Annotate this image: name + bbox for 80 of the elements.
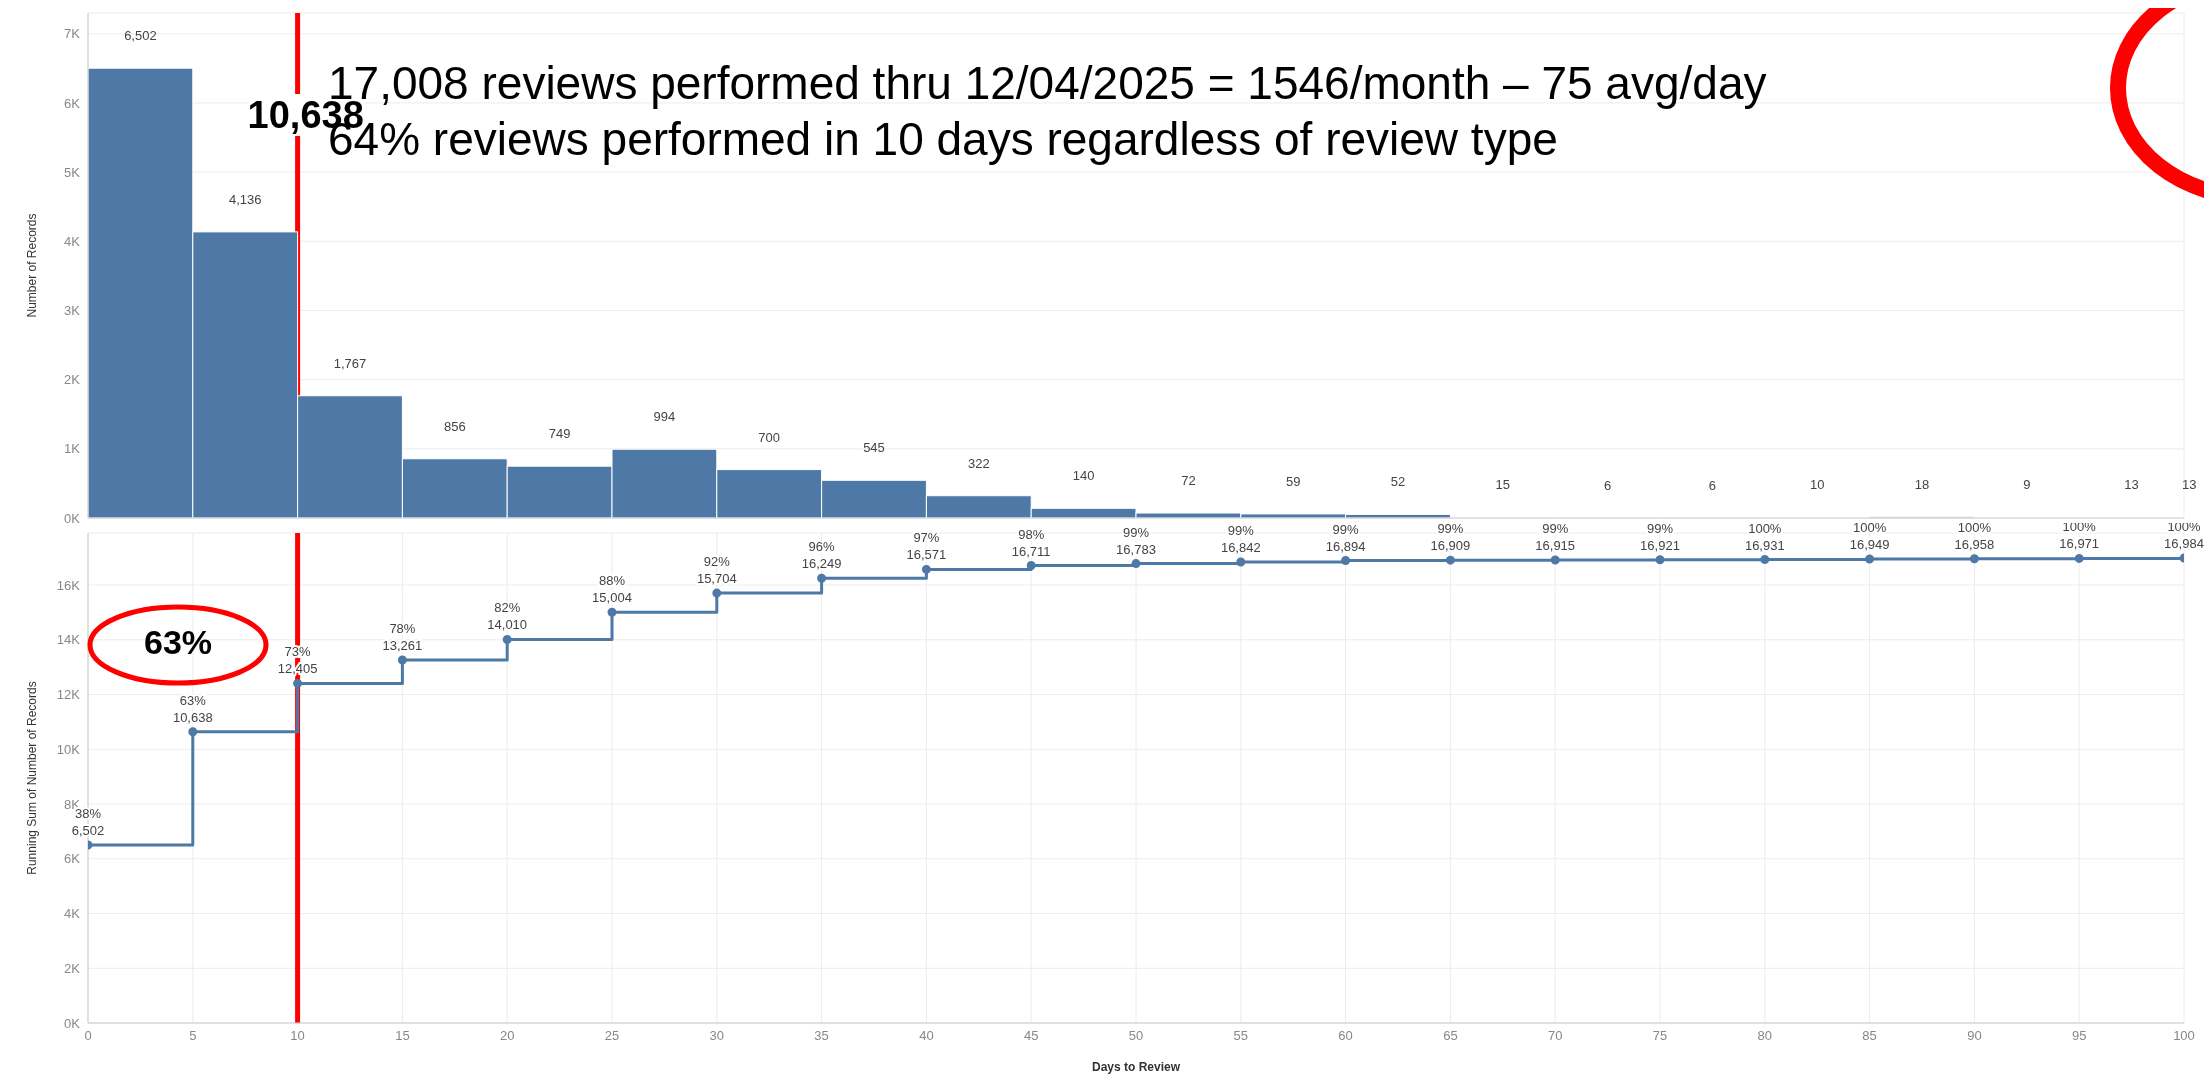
data-label: 18: [1914, 476, 1930, 492]
y-axis-title: Running Sum of Number of Records: [25, 681, 40, 875]
y-tick-label: 2K: [64, 372, 81, 388]
data-label: 99% 16,915: [1535, 520, 1576, 553]
y-tick-label: 0K: [64, 1015, 81, 1031]
data-label: 97% 16,571: [906, 530, 947, 563]
data-label: 6,502: [124, 28, 157, 44]
data-label: 96% 16,249: [801, 539, 842, 572]
x-tick-label: 95: [2071, 1028, 2087, 1044]
x-tick-label: 35: [814, 1028, 829, 1044]
data-label: 99% 16,909: [1430, 521, 1471, 554]
y-tick-label: 5K: [64, 164, 81, 180]
x-tick-label: 75: [1652, 1028, 1668, 1044]
y-tick-label: 2K: [64, 960, 81, 976]
data-label: 1,767: [333, 355, 367, 371]
data-label: 749: [548, 426, 571, 442]
data-label: 78% 13,261: [382, 620, 423, 653]
data-label: 100% 16,931: [1744, 520, 1785, 553]
y-tick-label: 4K: [64, 233, 81, 249]
x-axis-title: Days to Review: [1091, 1060, 1181, 1074]
x-tick-label: 85: [1862, 1028, 1877, 1044]
data-label: 99% 16,842: [1220, 522, 1261, 555]
data-label: 99% 16,783: [1116, 524, 1156, 557]
x-tick-label: 80: [1757, 1028, 1773, 1044]
x-tick-label: 40: [919, 1028, 934, 1044]
data-label: 100% 16,958: [1954, 519, 1995, 552]
x-tick-label: 70: [1547, 1028, 1563, 1044]
y-tick-label: 4K: [64, 906, 81, 922]
y-tick-label: 14K: [56, 632, 81, 648]
data-label: 63% 10,638: [172, 692, 213, 725]
data-label: 545: [863, 440, 885, 456]
x-tick-label: 10: [290, 1028, 305, 1044]
x-tick-label: 30: [709, 1028, 725, 1044]
y-tick-label: 6K: [64, 851, 81, 867]
y-tick-label: 12K: [56, 687, 81, 703]
data-label: 4,136: [228, 191, 262, 207]
data-label: 59: [1285, 473, 1301, 489]
y-tick-label: 16K: [56, 577, 81, 593]
x-tick-label: 20: [499, 1028, 515, 1044]
x-tick-label: 0: [84, 1028, 92, 1044]
data-label: 100% 16,971: [2059, 519, 2100, 552]
y-tick-label: 0K: [64, 510, 81, 526]
data-label: 994: [653, 409, 676, 425]
data-label: 140: [1072, 468, 1095, 484]
x-tick-label: 100: [2173, 1028, 2195, 1044]
annotation: 63%: [144, 623, 213, 662]
data-label: 15: [1495, 476, 1511, 492]
data-label: 52: [1390, 474, 1406, 490]
data-label: 88% 15,004: [592, 573, 632, 606]
y-axis-title: Number of Records: [25, 213, 40, 318]
data-label: 99% 16,921: [1640, 520, 1680, 553]
x-tick-label: 25: [604, 1028, 620, 1044]
data-label: 9: [2023, 477, 2031, 493]
x-tick-label: 65: [1443, 1028, 1458, 1044]
annotation: 13: [2182, 477, 2197, 493]
data-label: 98% 16,711: [1011, 526, 1051, 559]
data-label: 13: [2124, 477, 2139, 493]
y-tick-label: 1K: [64, 441, 81, 457]
data-label: 856: [443, 418, 466, 434]
x-tick-label: 90: [1967, 1028, 1982, 1044]
data-label: 10: [1809, 477, 1825, 493]
data-label: 82% 14,010: [487, 600, 528, 633]
data-label: 72: [1181, 473, 1196, 489]
x-tick-label: 5: [189, 1028, 197, 1044]
x-tick-label: 55: [1233, 1028, 1249, 1044]
y-tick-label: 6K: [64, 95, 81, 111]
y-tick-label: 7K: [64, 26, 81, 42]
data-label: 6: [1708, 477, 1717, 493]
x-tick-label: 15: [395, 1028, 410, 1044]
y-tick-label: 3K: [64, 303, 81, 319]
data-label: 99% 16,894: [1325, 521, 1366, 554]
data-label: 92% 15,704: [696, 554, 737, 587]
data-label: 100% 16,949: [1849, 520, 1890, 553]
x-tick-label: 45: [1023, 1028, 1039, 1044]
data-label: 6: [1603, 477, 1612, 493]
y-tick-label: 10K: [56, 741, 81, 757]
data-label: 700: [758, 429, 781, 445]
x-tick-label: 50: [1128, 1028, 1144, 1044]
x-tick-label: 60: [1338, 1028, 1353, 1044]
data-label: 322: [967, 455, 990, 471]
